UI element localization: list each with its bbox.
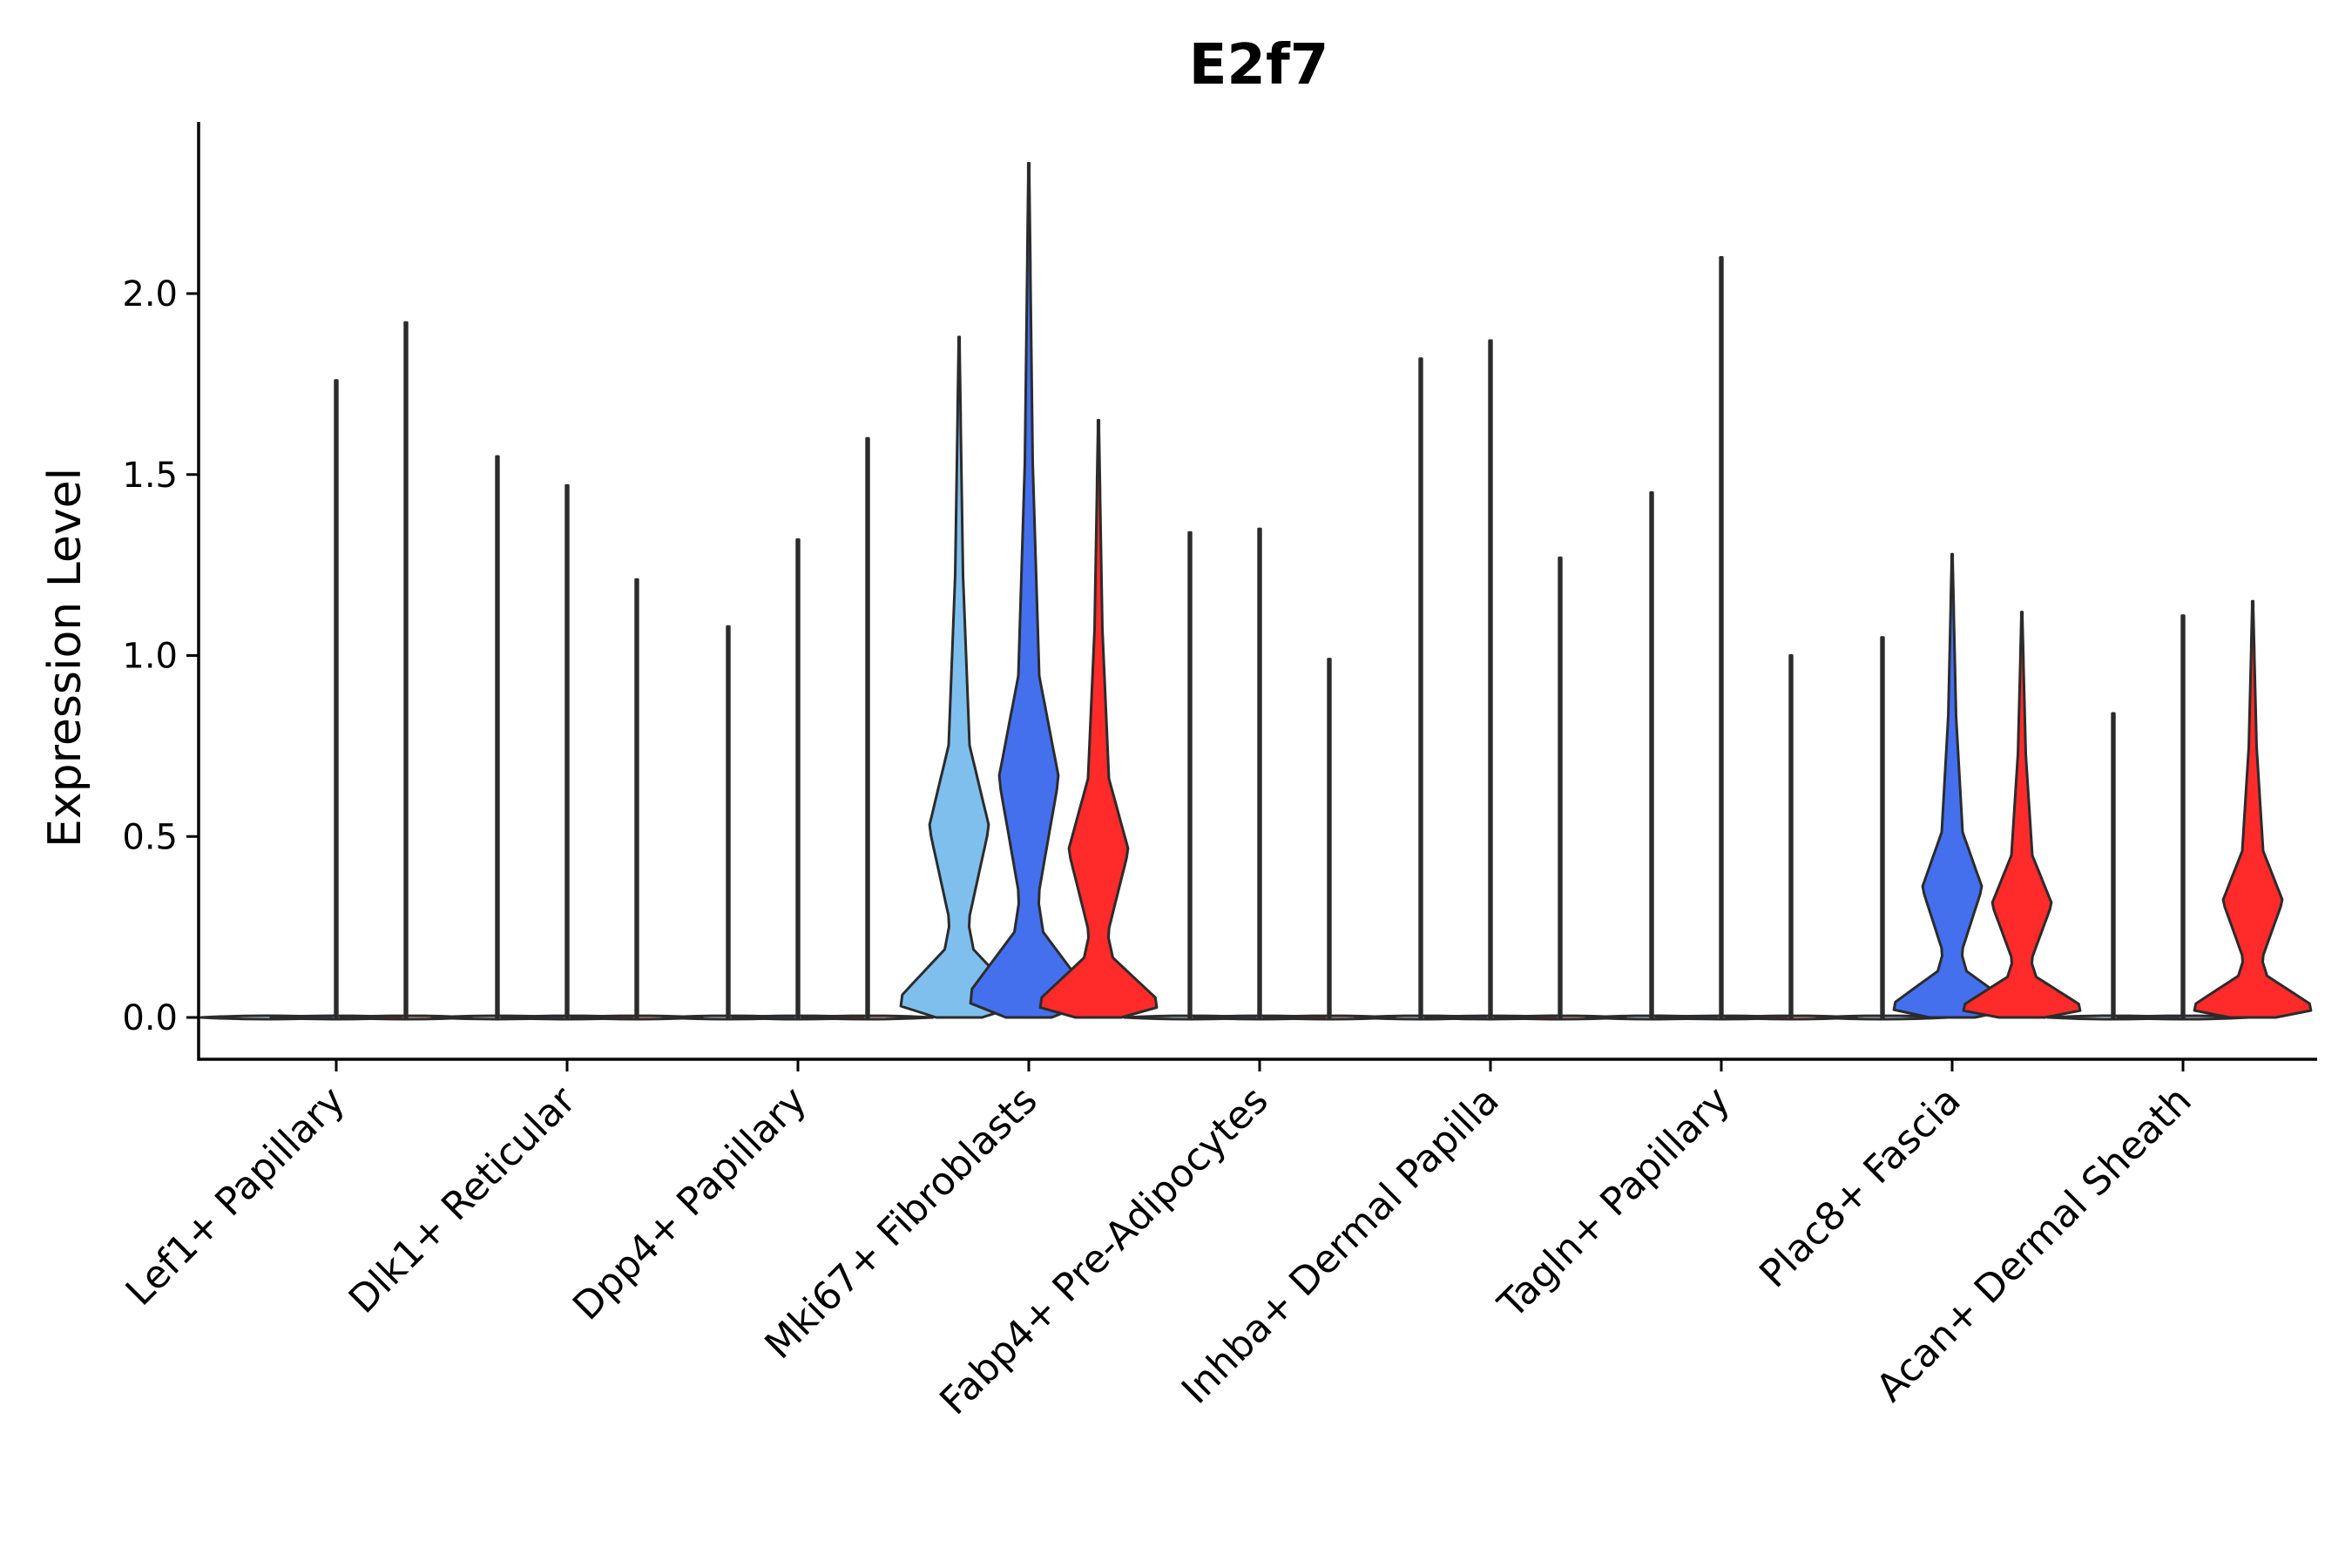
- x-tick-label: Plac8+ Fascia: [1751, 1078, 1970, 1297]
- y-tick-label: 2.0: [122, 274, 178, 314]
- y-tick-label: 1.5: [122, 456, 178, 496]
- violin-2-5: [1423, 339, 1558, 1021]
- violin-1-8: [2046, 712, 2180, 1021]
- x-tick-label: Dpp4+ Papillary: [564, 1078, 815, 1329]
- violin-3-8: [2193, 599, 2313, 1019]
- violin-3-3: [1038, 418, 1159, 1019]
- x-tick-label: Tagln+ Papillary: [1490, 1078, 1739, 1328]
- chart-title: E2f7: [1189, 33, 1329, 98]
- x-tick-label: Lef1+ Papillary: [118, 1078, 354, 1315]
- violin-1-1: [430, 455, 564, 1021]
- violin-1-3: [899, 335, 1019, 1019]
- violin-1-6: [1585, 491, 1719, 1021]
- violin-1-2: [661, 625, 795, 1021]
- violin-1-4: [1123, 531, 1257, 1021]
- x-tick-label: Dlk1+ Reticular: [341, 1078, 585, 1322]
- violin-2-0: [269, 379, 403, 1021]
- y-axis-ticks: 0.0 0.5 1.0 1.5 2.0: [122, 274, 199, 1038]
- violin-3-1: [570, 578, 704, 1021]
- violin-2-8: [2116, 614, 2250, 1021]
- violin-3-6: [1724, 654, 1858, 1021]
- violin-3-4: [1262, 658, 1396, 1021]
- violin-1-7: [1815, 636, 1950, 1021]
- axis-lines: [197, 122, 2317, 1061]
- violin-2-3: [969, 161, 1089, 1019]
- violin-3-2: [801, 436, 935, 1021]
- y-tick-label: 1.0: [122, 637, 178, 677]
- violin-3-7: [1962, 611, 2082, 1019]
- violin-3-0: [339, 321, 473, 1021]
- y-axis-label: Expression Level: [39, 468, 91, 848]
- y-tick-label: 0.5: [122, 817, 178, 857]
- violin-group: [199, 161, 2313, 1021]
- violin-1-5: [1354, 357, 1488, 1021]
- violin-2-6: [1654, 255, 1788, 1021]
- violin-2-2: [731, 538, 865, 1021]
- violin-2-4: [1193, 527, 1327, 1021]
- axes: [197, 122, 2317, 1061]
- violin-2-7: [1892, 552, 2012, 1019]
- violin-3-5: [1493, 556, 1627, 1021]
- y-tick-label: 0.0: [122, 998, 178, 1038]
- violin-2-1: [500, 483, 634, 1021]
